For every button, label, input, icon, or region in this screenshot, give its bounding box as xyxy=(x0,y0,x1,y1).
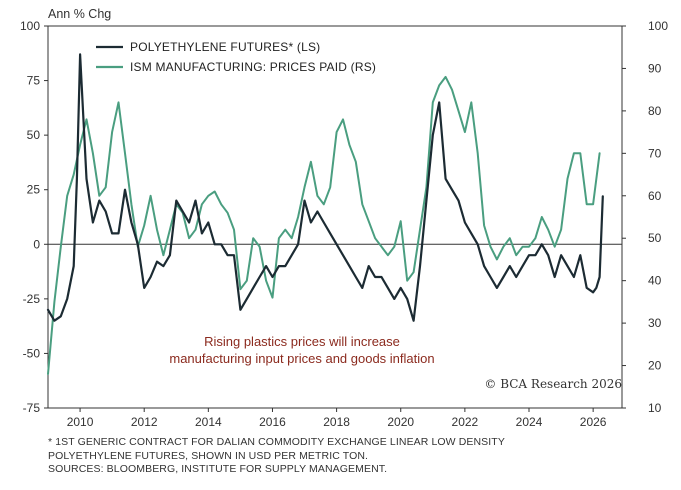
left-y-tick-label: -25 xyxy=(23,292,41,306)
credit-text: © BCA Research 2026 xyxy=(484,377,622,391)
series-layer xyxy=(46,53,604,375)
right-y-tick-label: 100 xyxy=(648,19,668,33)
x-tick-label: 2020 xyxy=(387,415,414,429)
x-tick-label: 2024 xyxy=(516,415,543,429)
chart-canvas: Ann % Chg -75 -50 -25 0 25 50 75 100 10 20 30 40 50… xyxy=(20,7,668,429)
x-tick-label: 2014 xyxy=(195,415,222,429)
left-y-tick-label: 0 xyxy=(33,237,40,251)
x-tick-label: 2018 xyxy=(323,415,350,429)
left-y-tick-label: -75 xyxy=(23,401,41,415)
right-y-tick-label: 70 xyxy=(648,146,662,160)
series-line-polyethylene xyxy=(46,53,604,322)
left-y-tick-label: 75 xyxy=(27,74,41,88)
right-y-axis: 10 20 30 40 50 60 70 80 90 100 xyxy=(622,19,668,415)
footnote-line: * 1ST GENERIC CONTRACT FOR DALIAN COMMOD… xyxy=(48,436,505,448)
x-axis: 2010 2012 2014 2016 2018 2020 2022 2024 2026 xyxy=(67,408,607,429)
legend: POLYETHYLENE FUTURES* (LS) ISM MANUFACTUR… xyxy=(96,40,376,74)
right-y-tick-label: 40 xyxy=(648,274,662,288)
annotation-line: manufacturing input prices and goods inf… xyxy=(169,351,434,366)
right-y-tick-label: 30 xyxy=(648,316,662,330)
x-tick-label: 2012 xyxy=(131,415,158,429)
left-y-tick-label: -50 xyxy=(23,346,41,360)
right-y-tick-label: 20 xyxy=(648,359,662,373)
legend-label: ISM MANUFACTURING: PRICES PAID (RS) xyxy=(130,60,376,74)
x-tick-label: 2026 xyxy=(580,415,607,429)
left-y-tick-label: 25 xyxy=(27,183,41,197)
left-y-tick-label: 50 xyxy=(27,128,41,142)
left-y-tick-label: 100 xyxy=(20,19,40,33)
footnote: * 1ST GENERIC CONTRACT FOR DALIAN COMMOD… xyxy=(48,436,668,477)
legend-label: POLYETHYLENE FUTURES* (LS) xyxy=(130,40,320,54)
x-tick-label: 2022 xyxy=(452,415,479,429)
annotation-line: Rising plastics prices will increase xyxy=(204,334,400,349)
right-y-tick-label: 60 xyxy=(648,189,662,203)
right-y-tick-label: 50 xyxy=(648,231,662,245)
series-line-ism-prices-paid xyxy=(47,75,601,375)
right-y-tick-label: 10 xyxy=(648,401,662,415)
footnote-line: POLYETHYLENE FUTURES, SHOWN IN USD PER M… xyxy=(48,449,369,462)
left-axis-title: Ann % Chg xyxy=(48,7,111,21)
chart-annotation: Rising plastics prices will increase manu… xyxy=(169,334,434,366)
footnote-line: SOURCES: BLOOMBERG, INSTITUTE FOR SUPPLY… xyxy=(48,463,388,475)
right-y-tick-label: 80 xyxy=(648,104,662,118)
x-tick-label: 2016 xyxy=(259,415,286,429)
right-y-tick-label: 90 xyxy=(648,61,662,75)
left-y-axis: -75 -50 -25 0 25 50 75 100 xyxy=(20,19,48,415)
plot-frame xyxy=(47,25,623,409)
x-tick-label: 2010 xyxy=(67,415,94,429)
